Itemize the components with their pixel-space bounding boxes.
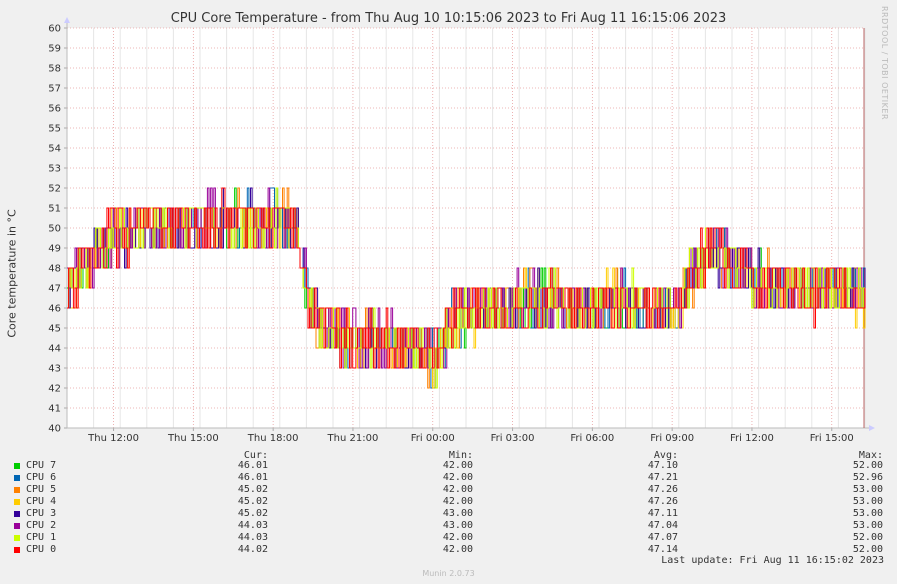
legend-value-avg: 47.26 xyxy=(647,496,678,507)
last-update: Last update: Fri Aug 11 16:15:02 2023 xyxy=(661,555,884,566)
y-tick-label: 51 xyxy=(48,204,61,215)
legend-value-cur: 44.03 xyxy=(237,520,268,531)
y-tick-label: 49 xyxy=(48,244,61,255)
legend-value-avg: 47.10 xyxy=(647,460,678,471)
legend-series-name: CPU 5 xyxy=(26,484,57,495)
x-tick-label: Fri 00:00 xyxy=(411,433,455,444)
x-tick-label: Thu 18:00 xyxy=(247,433,299,444)
y-tick-label: 44 xyxy=(48,344,61,355)
y-tick-label: 41 xyxy=(48,404,61,415)
legend-value-avg: 47.07 xyxy=(647,532,678,543)
y-tick-label: 46 xyxy=(48,304,61,315)
legend-value-max: 53.00 xyxy=(852,496,883,507)
legend-value-avg: 47.26 xyxy=(647,484,678,495)
legend-value-avg: 47.14 xyxy=(647,544,678,555)
x-tick-label: Fri 06:00 xyxy=(570,433,614,444)
legend-value-avg: 47.21 xyxy=(647,472,678,483)
legend-swatch xyxy=(14,511,20,517)
legend-swatch xyxy=(14,535,20,541)
legend-row: CPU 6 46.01 42.00 47.21 52.96 xyxy=(0,472,897,484)
legend-row: CPU 0 44.02 42.00 47.14 52.00 xyxy=(0,544,897,556)
legend-header-max: Max: xyxy=(858,450,883,461)
legend-value-avg: 47.11 xyxy=(647,508,678,519)
legend-value-min: 42.00 xyxy=(442,484,473,495)
temperature-chart: 40 41 42 43 44 45 46 47 48 49 50 51 52 53 54 55 56 57 58 59… xyxy=(48,17,875,444)
legend-value-max: 53.00 xyxy=(852,484,883,495)
legend-swatch xyxy=(14,547,20,553)
legend-row: CPU 7 46.01 42.00 47.10 52.00 xyxy=(0,460,897,472)
legend-series-name: CPU 4 xyxy=(26,496,57,507)
legend-value-min: 42.00 xyxy=(442,472,473,483)
legend-series-name: CPU 6 xyxy=(26,472,57,483)
legend-row: CPU 4 45.02 42.00 47.26 53.00 xyxy=(0,496,897,508)
legend-value-cur: 46.01 xyxy=(237,460,268,471)
legend-swatch xyxy=(14,475,20,481)
y-tick-label: 60 xyxy=(48,24,61,35)
y-tick-label: 54 xyxy=(48,144,61,155)
y-tick-label: 58 xyxy=(48,64,61,75)
y-tick-label: 56 xyxy=(48,104,61,115)
legend-header-cur: Cur: xyxy=(243,450,268,461)
legend-value-avg: 47.04 xyxy=(647,520,678,531)
munin-version: Munin 2.0.73 xyxy=(422,569,475,578)
legend-row: CPU 2 44.03 43.00 47.04 53.00 xyxy=(0,520,897,532)
legend-series-name: CPU 7 xyxy=(26,460,57,471)
y-tick-label: 50 xyxy=(48,224,61,235)
x-tick-label: Fri 03:00 xyxy=(491,433,535,444)
legend-value-cur: 45.02 xyxy=(237,508,268,519)
legend-row: CPU 1 44.03 42.00 47.07 52.00 xyxy=(0,532,897,544)
legend-value-max: 52.00 xyxy=(852,532,883,543)
legend-swatch xyxy=(14,487,20,493)
x-tick-label: Thu 12:00 xyxy=(87,433,139,444)
legend-value-cur: 44.03 xyxy=(237,532,268,543)
y-tick-label: 57 xyxy=(48,84,61,95)
y-tick-label: 40 xyxy=(48,424,61,435)
legend-value-min: 42.00 xyxy=(442,496,473,507)
x-tick-label: Fri 15:00 xyxy=(810,433,854,444)
x-tick-label: Fri 12:00 xyxy=(730,433,774,444)
legend-value-max: 52.96 xyxy=(852,472,883,483)
y-tick-label: 47 xyxy=(48,284,61,295)
y-tick-label: 43 xyxy=(48,364,61,375)
y-axis-arrow xyxy=(64,17,70,23)
legend-swatch xyxy=(14,499,20,505)
x-tick-label: Fri 09:00 xyxy=(650,433,694,444)
legend-value-max: 53.00 xyxy=(852,520,883,531)
legend-swatch xyxy=(14,523,20,529)
legend-value-max: 52.00 xyxy=(852,544,883,555)
series-line-cpu-0 xyxy=(67,187,866,369)
legend-value-max: 52.00 xyxy=(852,460,883,471)
legend-value-cur: 46.01 xyxy=(237,472,268,483)
y-tick-label: 42 xyxy=(48,384,61,395)
legend-value-cur: 45.02 xyxy=(237,484,268,495)
legend-value-min: 42.00 xyxy=(442,460,473,471)
y-tick-label: 55 xyxy=(48,124,61,135)
legend-header-avg: Avg: xyxy=(653,450,678,461)
legend-row: CPU 5 45.02 42.00 47.26 53.00 xyxy=(0,484,897,496)
x-axis-arrow xyxy=(869,425,875,431)
legend-series-name: CPU 1 xyxy=(26,532,57,543)
y-tick-label: 59 xyxy=(48,44,61,55)
legend-value-min: 43.00 xyxy=(442,520,473,531)
y-tick-label: 48 xyxy=(48,264,61,275)
legend-value-min: 43.00 xyxy=(442,508,473,519)
x-tick-label: Thu 15:00 xyxy=(167,433,219,444)
legend-series-name: CPU 0 xyxy=(26,544,57,555)
y-tick-label: 53 xyxy=(48,164,61,175)
legend-series-name: CPU 3 xyxy=(26,508,57,519)
y-tick-label: 52 xyxy=(48,184,61,195)
chart-title: CPU Core Temperature - from Thu Aug 10 1… xyxy=(170,11,727,26)
y-tick-label: 45 xyxy=(48,324,61,335)
legend-value-min: 42.00 xyxy=(442,532,473,543)
legend-swatch xyxy=(14,463,20,469)
x-tick-label: Thu 21:00 xyxy=(327,433,379,444)
legend-value-min: 42.00 xyxy=(442,544,473,555)
legend-value-max: 53.00 xyxy=(852,508,883,519)
legend-series-name: CPU 2 xyxy=(26,520,57,531)
rrdtool-credit: RRDTOOL / TOBI OETIKER xyxy=(880,6,889,121)
legend-header-min: Min: xyxy=(448,450,473,461)
legend-value-cur: 45.02 xyxy=(237,496,268,507)
legend-row: CPU 3 45.02 43.00 47.11 53.00 xyxy=(0,508,897,520)
legend-value-cur: 44.02 xyxy=(237,544,268,555)
